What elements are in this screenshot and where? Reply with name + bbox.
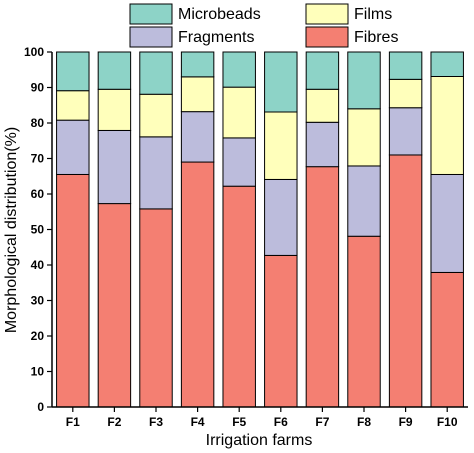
x-tick-label-f8: F8 (357, 415, 371, 429)
bar-f1-fibres (56, 173, 90, 408)
bar-f1-microbeads (56, 51, 90, 92)
legend-label-fragments: Fragments (178, 29, 254, 46)
bar-f2-fragments (97, 129, 132, 205)
bar-f5-fibres (222, 185, 256, 408)
bar-f4-fragments (180, 111, 215, 163)
bar-f6-fragments (264, 178, 298, 256)
legend-swatch-fragments (129, 26, 173, 48)
bar-f4-microbeads (180, 51, 215, 78)
y-tick-label-70: 70 (31, 152, 45, 166)
bar-f2-fibres (97, 203, 132, 408)
x-axis-title: Irrigation farms (206, 432, 313, 449)
y-tick-label-60: 60 (31, 187, 45, 201)
bar-f2-microbeads (97, 51, 132, 90)
bar-f5-fragments (222, 137, 256, 187)
x-tick-label-f2: F2 (107, 415, 121, 429)
x-tick-label-f6: F6 (274, 415, 288, 429)
bar-f6-microbeads (264, 51, 298, 113)
legend-swatch-films (305, 3, 349, 25)
bar-f6-fibres (264, 254, 298, 408)
bar-f10-fibres (430, 271, 464, 408)
bar-f8-films (347, 108, 381, 167)
y-tick-label-20: 20 (31, 329, 45, 343)
x-tick-label-f9: F9 (399, 415, 413, 429)
bar-f9-fibres (388, 154, 423, 408)
bar-f4-fibres (180, 161, 215, 408)
bar-f7-microbeads (305, 51, 340, 90)
bar-f1-films (56, 90, 90, 121)
y-axis-title: Morphological distribution(%) (3, 127, 20, 333)
legend-label-microbeads: Microbeads (178, 6, 261, 23)
x-tick-label-f7: F7 (315, 415, 329, 429)
y-tick-label-30: 30 (31, 294, 45, 308)
y-tick-label-40: 40 (31, 258, 45, 272)
bar-f7-fibres (305, 166, 340, 408)
bar-f3-fibres (139, 208, 173, 408)
bar-f4-films (180, 76, 215, 113)
y-tick-label-100: 100 (24, 45, 44, 59)
legend-label-fibres: Fibres (354, 29, 398, 46)
bar-f8-microbeads (347, 51, 381, 110)
bar-f6-films (264, 111, 298, 180)
bar-f10-microbeads (430, 51, 464, 77)
bar-f9-films (388, 78, 423, 109)
legend-swatch-fibres (305, 26, 349, 48)
bar-f8-fibres (347, 235, 381, 408)
bar-f10-films (430, 76, 464, 175)
y-tick-label-10: 10 (31, 365, 45, 379)
x-tick-label-f4: F4 (191, 415, 205, 429)
bar-f3-microbeads (139, 51, 173, 95)
bar-f1-fragments (56, 119, 90, 175)
x-tick-label-f5: F5 (232, 415, 246, 429)
legend-label-films: Films (354, 6, 392, 23)
y-tick-label-50: 50 (31, 223, 45, 237)
legend: Microbeads Films Fragments Fibres (129, 3, 398, 48)
y-tick-label-0: 0 (37, 400, 44, 414)
bar-f10-fragments (430, 173, 464, 273)
x-tick-label-f10: F10 (437, 415, 458, 429)
bar-f3-films (139, 93, 173, 138)
legend-swatch-microbeads (129, 3, 173, 25)
bar-f5-films (222, 86, 256, 139)
y-tick-label-90: 90 (31, 81, 45, 95)
bar-f9-fragments (388, 107, 423, 156)
y-tick-label-80: 80 (31, 116, 45, 130)
axes: 0 10 20 30 40 50 60 70 80 90 100 F1 F2 F3 F4 F5 F6 F7 F8 F9… (24, 45, 468, 429)
bar-f7-films (305, 88, 340, 123)
x-tick-label-f1: F1 (66, 415, 80, 429)
bar-f2-films (97, 88, 132, 131)
bar-f8-fragments (347, 165, 381, 237)
x-tick-label-f3: F3 (149, 415, 163, 429)
bar-f7-fragments (305, 121, 340, 168)
bars (56, 51, 464, 408)
bar-f3-fragments (139, 136, 173, 210)
bar-f9-microbeads (388, 51, 423, 80)
bar-f5-microbeads (222, 51, 256, 88)
